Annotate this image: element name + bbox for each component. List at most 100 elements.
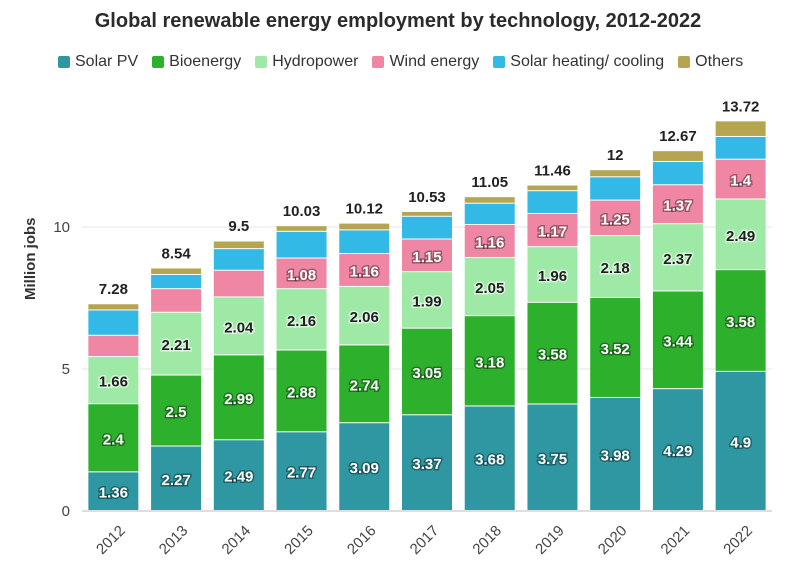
bar-segment: [88, 357, 139, 404]
legend-label: Bioenergy: [169, 53, 242, 70]
bar-segment: [402, 415, 452, 510]
bar-segment: [213, 249, 264, 270]
bar-segment: [151, 446, 202, 510]
bar-segment: [402, 239, 452, 272]
x-tick-label: 2012: [93, 522, 129, 558]
bar-segment: [715, 371, 766, 510]
bar-segment: [213, 297, 264, 355]
data-label: 2.18: [601, 260, 630, 277]
y-tick-label: 10: [53, 219, 70, 236]
legend-item-wind-energy[interactable]: Wind energy: [372, 53, 479, 71]
data-label: 3.44: [663, 333, 693, 350]
bar-segment: [652, 389, 703, 510]
bar-segment: [339, 423, 390, 510]
bar-segment: [213, 270, 264, 297]
bar-segment: [590, 170, 641, 177]
bar-segment: [276, 258, 327, 289]
data-label: 2.74: [350, 377, 380, 394]
bar-segment: [527, 191, 578, 213]
bar-segment: [151, 289, 202, 312]
bar-segment: [88, 404, 139, 472]
total-label: 9.5: [228, 218, 249, 235]
data-label: 1.37: [663, 198, 692, 215]
total-label: 12.67: [659, 128, 697, 145]
data-label: 2.27: [161, 472, 190, 489]
total-label: 11.05: [471, 174, 508, 191]
bar-segment: [464, 257, 515, 316]
bar-segment: [527, 213, 578, 247]
legend-item-solar-heating-cooling[interactable]: Solar heating/ cooling: [493, 53, 664, 71]
legend-label: Others: [695, 53, 744, 70]
total-label: 7.28: [99, 281, 128, 298]
x-tick-label: 2022: [720, 522, 756, 558]
legend-swatch: [152, 56, 165, 68]
data-label: 3.98: [601, 447, 630, 464]
legend-item-hydropower[interactable]: Hydropower: [255, 53, 358, 71]
bar-segment: [339, 223, 390, 230]
x-tick-label: 2017: [407, 522, 443, 558]
chart-title: Global renewable energy employment by te…: [94, 10, 702, 32]
data-label: 3.05: [412, 365, 441, 382]
bar-segment: [527, 247, 578, 302]
data-label: 1.66: [99, 374, 128, 391]
bar-segment: [652, 291, 703, 389]
data-label: 1.4: [730, 173, 752, 190]
x-tick-label: 2018: [469, 522, 505, 558]
x-tick-label: 2020: [595, 522, 631, 558]
data-label: 2.21: [161, 337, 190, 354]
bar-segment: [151, 312, 202, 375]
bar-segment: [715, 270, 766, 371]
legend-item-solar-pv[interactable]: Solar PV: [58, 53, 138, 71]
bar-segment: [590, 200, 641, 236]
data-label: 3.52: [601, 341, 630, 358]
bar-segment: [276, 231, 327, 258]
data-label: 1.16: [475, 234, 504, 251]
data-label: 1.99: [412, 293, 441, 310]
data-label: 2.4: [103, 431, 125, 448]
bar-segment: [276, 432, 327, 510]
bar-segment: [652, 224, 703, 291]
data-label: 2.05: [475, 280, 504, 297]
legend-swatch: [58, 56, 70, 68]
data-label: 3.58: [726, 314, 755, 331]
legend-item-bioenergy[interactable]: Bioenergy: [152, 53, 241, 71]
bar-segment: [590, 236, 641, 297]
bar-segment: [590, 298, 641, 397]
data-label: 1.25: [601, 211, 630, 228]
bar-segment: [715, 136, 766, 159]
x-tick-label: 2019: [532, 522, 568, 558]
data-label: 1.08: [287, 267, 316, 284]
bar-segment: [464, 316, 515, 406]
bar-segment: [339, 345, 390, 423]
legend-item-others[interactable]: Others: [678, 53, 743, 71]
bar-segment: [652, 151, 703, 161]
bar-segment: [402, 216, 452, 239]
data-label: 3.37: [412, 456, 441, 473]
bar-segment: [652, 161, 703, 185]
bar-segment: [527, 185, 578, 191]
data-label: 2.16: [287, 313, 316, 330]
bar-segment: [213, 241, 264, 249]
x-tick-label: 2016: [344, 522, 380, 558]
bar-segment: [339, 286, 390, 345]
legend-label: Hydropower: [272, 53, 359, 70]
data-label: 2.5: [166, 404, 187, 421]
total-label: 10.12: [345, 201, 383, 218]
legend-swatch: [493, 56, 506, 68]
data-label: 1.15: [412, 249, 441, 266]
bar-segment: [464, 225, 515, 257]
y-tick-label: 0: [62, 503, 70, 520]
bar-segment: [88, 310, 139, 335]
bar-segment: [527, 302, 578, 404]
chart-legend: Solar PV Bioenergy Hydropower Wind energ…: [58, 53, 757, 71]
bar-segment: [464, 203, 515, 225]
bar-segment: [402, 328, 452, 415]
data-label: 4.9: [730, 434, 751, 451]
data-label: 2.77: [287, 465, 316, 482]
data-label: 1.96: [538, 268, 567, 285]
data-label: 4.29: [663, 443, 692, 460]
data-label: 2.37: [663, 251, 692, 268]
legend-label: Wind energy: [389, 53, 480, 70]
data-label: 3.58: [538, 347, 567, 364]
bar-segment: [590, 397, 641, 510]
